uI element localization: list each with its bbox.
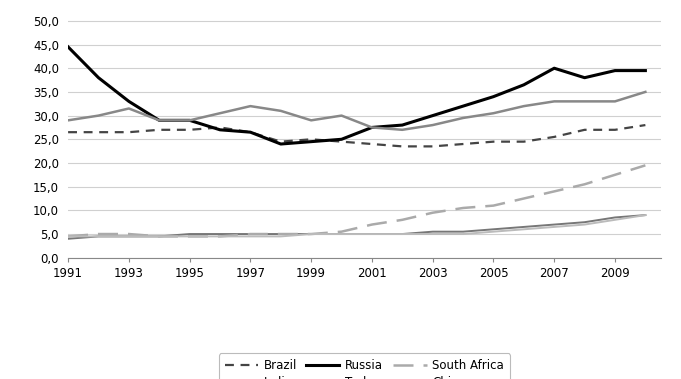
- Legend: Brazil, India, Russia, Turkey, South Africa, China: Brazil, India, Russia, Turkey, South Afr…: [219, 353, 510, 379]
